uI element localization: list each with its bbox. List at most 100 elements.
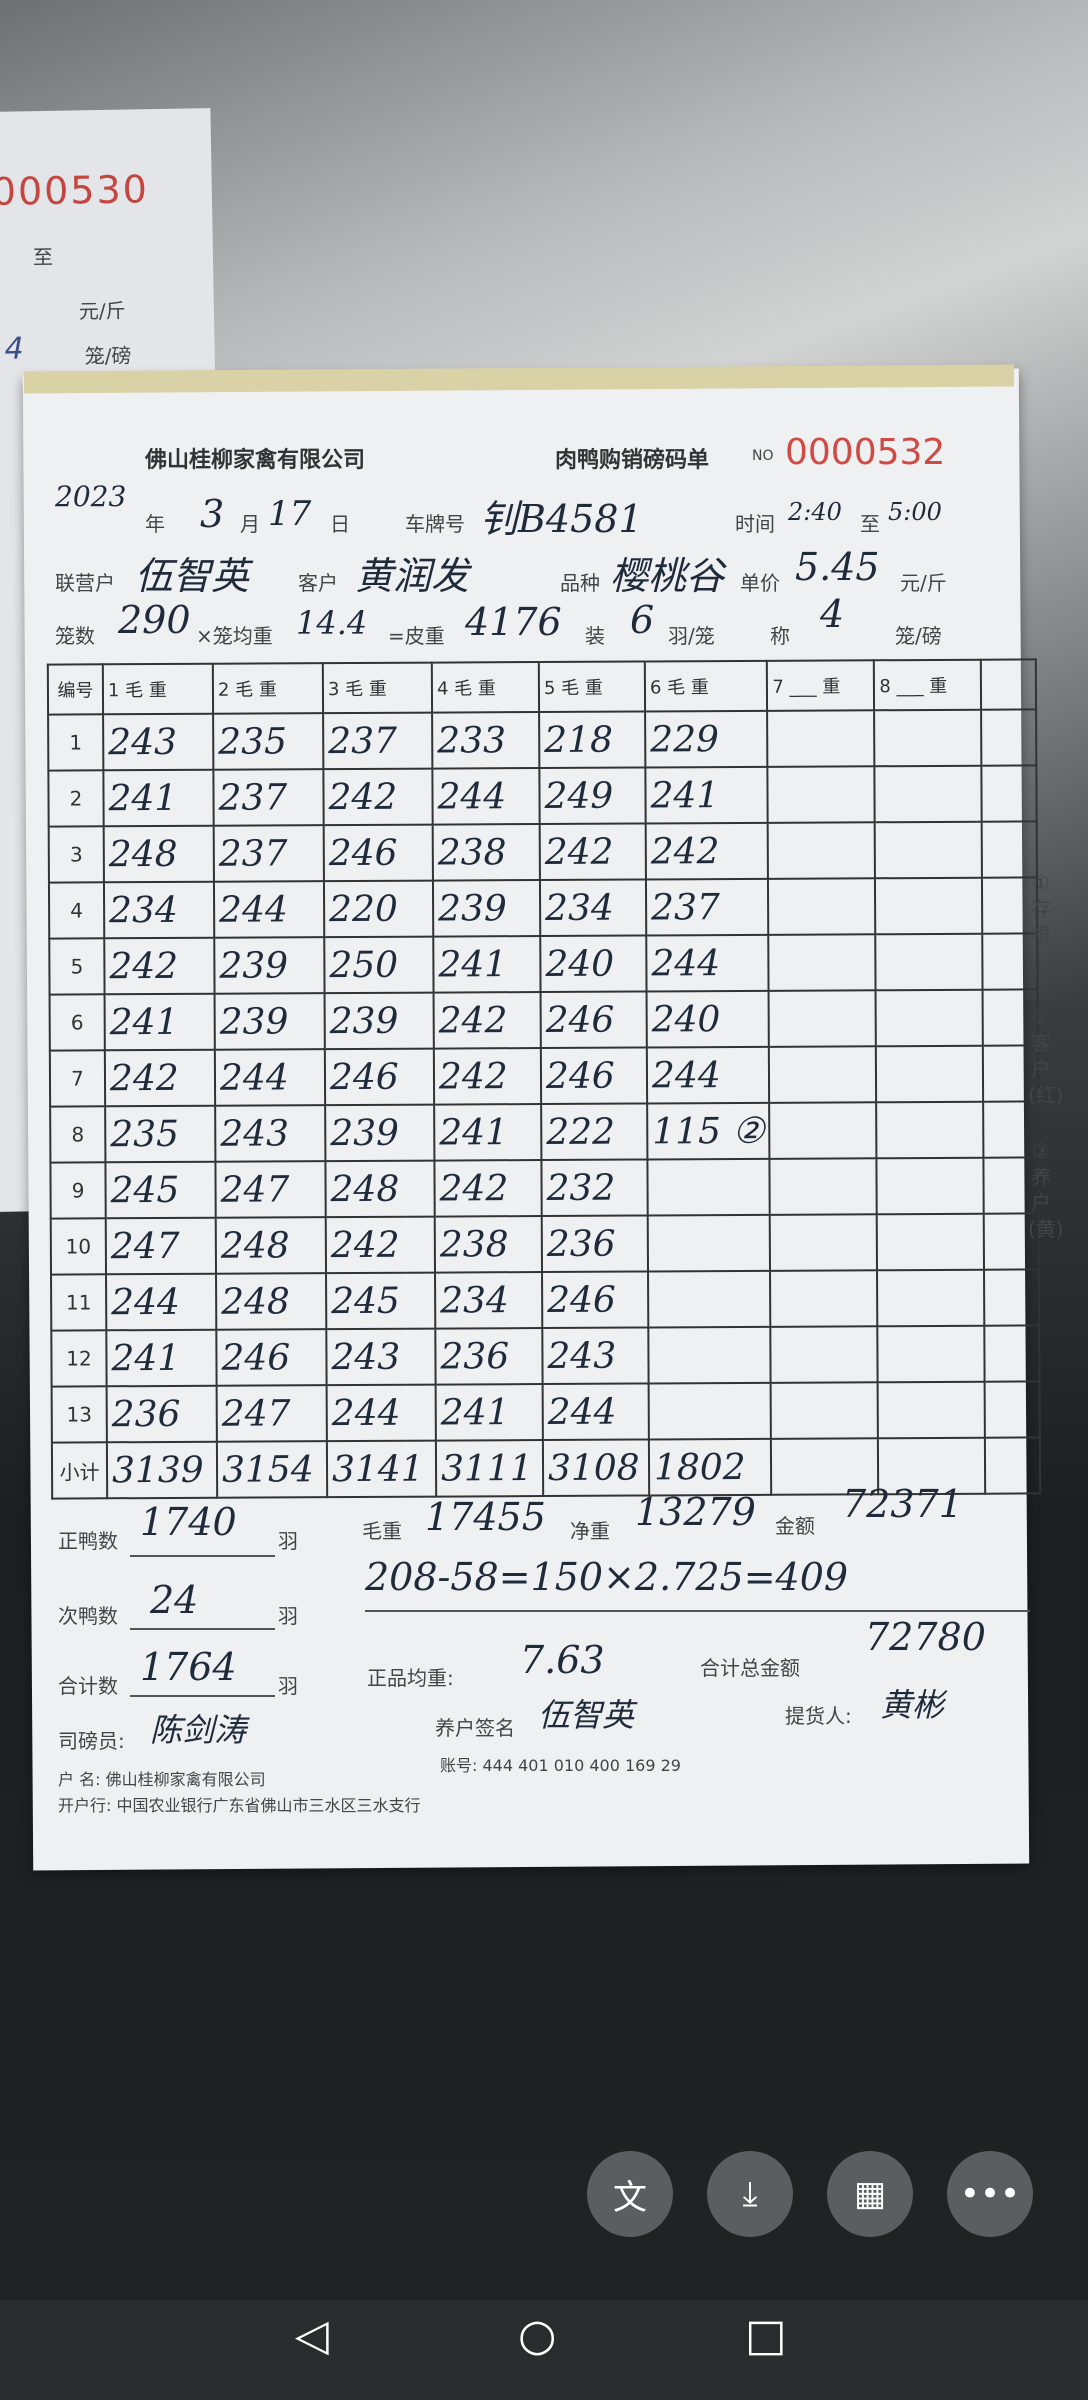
table-cell-empty	[985, 1381, 1041, 1438]
tare-value: 4176	[465, 600, 562, 644]
pickup-label: 提货人:	[785, 1704, 852, 1728]
table-cell: 233	[432, 712, 540, 769]
table-cell: 244	[542, 1383, 649, 1441]
table-cell	[648, 1382, 772, 1440]
table-cell	[877, 1325, 986, 1383]
table-cell	[874, 765, 983, 823]
download-button[interactable]: ⤓	[707, 2151, 793, 2237]
table-row: 12 241 246 243 236 243	[51, 1325, 1041, 1387]
table-row: 4 234 244 220 239 234 237	[48, 877, 1038, 939]
table-cell: 4 毛 重	[431, 662, 540, 713]
feather-unit: 羽	[278, 1604, 298, 1628]
table-cell	[648, 1326, 772, 1384]
back-button[interactable]: ◁	[295, 2310, 329, 2361]
price-unit: 元/斤	[900, 571, 947, 595]
table-cell	[875, 933, 983, 991]
table-cell: 248	[325, 1160, 435, 1218]
table-cell: 244	[432, 768, 540, 825]
date-month: 3	[200, 492, 225, 536]
translate-button[interactable]: 文	[587, 2151, 673, 2237]
underline	[365, 1610, 1030, 1612]
grid-button[interactable]: ▦	[827, 2151, 913, 2237]
table-cell: 241	[104, 993, 215, 1051]
table-cell: 229	[645, 710, 768, 768]
table-cell	[876, 1045, 984, 1103]
table-cell: 246	[216, 1329, 327, 1386]
table-cell	[875, 989, 984, 1047]
table-cell	[767, 766, 876, 823]
price-label: 单价	[740, 571, 780, 595]
stub-to: 至	[32, 244, 54, 270]
table-cell: 242	[433, 1048, 542, 1105]
table-cell: 248	[215, 1217, 327, 1274]
table-cell: 232	[541, 1159, 648, 1217]
table-cell: 6	[49, 994, 105, 1051]
more-button[interactable]: •••	[947, 2151, 1033, 2237]
table-cell: 235	[105, 1105, 216, 1163]
table-cell: 246	[323, 824, 433, 882]
grid-icon: ▦	[853, 2174, 887, 2214]
time-to: 5:00	[888, 498, 942, 526]
table-cell	[770, 1326, 879, 1383]
customer-value: 黄润发	[355, 554, 470, 598]
table-cell: 237	[323, 712, 433, 770]
home-button[interactable]: ○	[518, 2310, 557, 2361]
table-cell	[876, 1101, 984, 1159]
more-icon: •••	[959, 2174, 1021, 2214]
table-cell: 238	[432, 824, 540, 881]
recents-button[interactable]: □	[745, 2310, 787, 2361]
table-cell: 10	[50, 1218, 107, 1275]
table-cell: 3111	[435, 1440, 544, 1497]
cage-avg-value: 14.4	[296, 604, 368, 642]
pickup-signature: 黄彬	[880, 1686, 945, 1724]
table-cell: 小计	[51, 1442, 108, 1499]
table-cell: 7	[49, 1050, 106, 1107]
table-cell: 237	[213, 769, 324, 826]
good-ducks-value: 1740	[140, 1500, 237, 1544]
total-amount-value: 72780	[865, 1615, 986, 1659]
table-cell: 2	[48, 770, 104, 827]
good-ducks-label: 正鸭数	[58, 1529, 118, 1553]
table-cell: 241	[433, 936, 541, 993]
underline	[130, 1628, 275, 1630]
table-cell	[768, 822, 876, 879]
stub-cage: 笼/磅	[84, 343, 132, 369]
partner-value: 伍智英	[135, 554, 250, 598]
total-count-value: 1764	[140, 1645, 237, 1689]
table-cell: 3 毛 重	[322, 662, 433, 714]
table-cell: 239	[214, 993, 325, 1050]
time-to-label: 至	[860, 512, 880, 536]
table-cell: 241	[434, 1104, 542, 1161]
weigher-signature: 陈剑涛	[150, 1711, 247, 1749]
table-cell: 8	[50, 1106, 106, 1163]
net-value: 13279	[635, 1490, 756, 1534]
time-from: 2:40	[788, 498, 842, 526]
table-cell: 编号	[47, 664, 104, 715]
table-cell: 236	[106, 1385, 217, 1443]
table-cell	[768, 934, 876, 991]
table-cell	[771, 1382, 879, 1439]
stub-unit: 元/斤	[78, 298, 126, 324]
table-cell: 7 ___ 重	[767, 660, 875, 711]
table-cell: 12	[51, 1330, 107, 1387]
table-cell: 248	[103, 825, 214, 883]
date-year: 2023	[55, 480, 127, 513]
feather-unit: 羽	[278, 1674, 298, 1698]
cages-value: 290	[118, 598, 191, 642]
table-cell	[768, 990, 877, 1047]
table-cell: 246	[324, 1048, 435, 1106]
table-cell-empty	[984, 1325, 1041, 1382]
plate-label: 车牌号	[405, 512, 465, 536]
underline	[130, 1555, 275, 1557]
receipt-number: 0000532	[785, 432, 946, 473]
table-cell	[878, 1381, 986, 1439]
farmer-sign-label: 养户签名	[435, 1716, 515, 1740]
table-cell: 239	[325, 1104, 435, 1162]
table-cell-empty	[985, 1437, 1041, 1494]
table-cell: 245	[105, 1161, 216, 1219]
table-cell: 8 ___ 重	[874, 659, 982, 711]
account-name: 户 名: 佛山桂柳家禽有限公司	[58, 1770, 266, 1789]
tare-label: =皮重	[388, 624, 445, 648]
table-cell: 234	[435, 1272, 543, 1329]
stub-cage-value: 4	[4, 331, 24, 367]
